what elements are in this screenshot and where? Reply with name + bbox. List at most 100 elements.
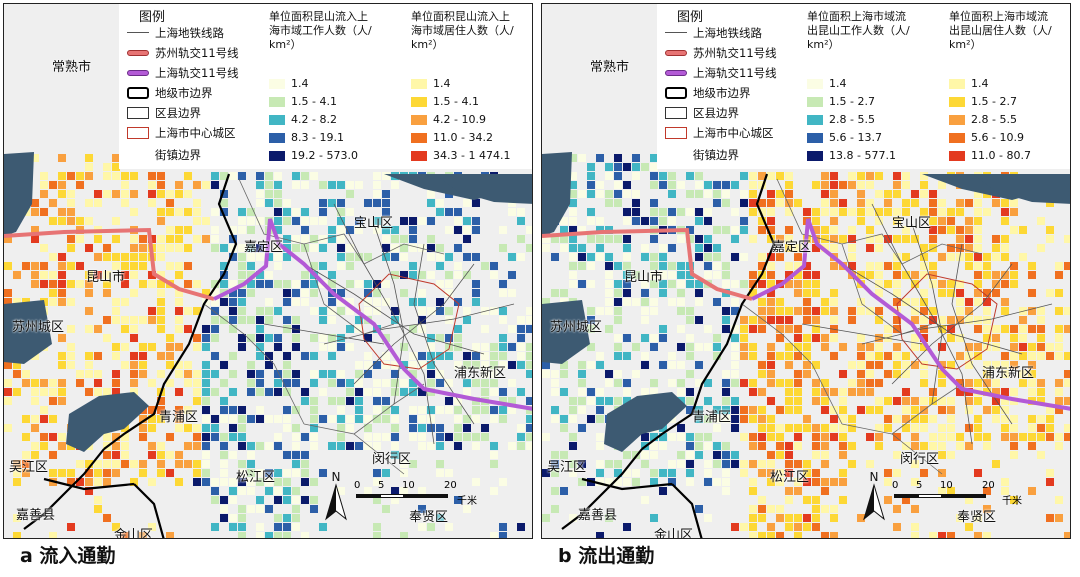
heat-cell	[740, 217, 748, 225]
heat-cell	[256, 388, 264, 396]
heat-cell	[857, 370, 865, 378]
heat-cell	[130, 334, 138, 342]
heat-cell	[490, 442, 498, 450]
heat-cell	[866, 307, 874, 315]
heat-cell	[767, 523, 775, 531]
heat-cell	[803, 307, 811, 315]
heat-cell	[508, 199, 516, 207]
class-swatch: 2.8 - 5.5	[807, 112, 875, 127]
heat-cell	[569, 415, 577, 423]
heat-cell	[1001, 352, 1009, 360]
heat-cell	[785, 235, 793, 243]
heat-cell	[211, 478, 219, 486]
place-label: 嘉善县	[578, 508, 618, 523]
heat-cell	[992, 379, 1000, 387]
heat-cell	[1010, 262, 1018, 270]
heat-cell	[992, 334, 1000, 342]
heat-cell	[382, 433, 390, 441]
heat-cell	[310, 433, 318, 441]
heat-cell	[148, 307, 156, 315]
heat-cell	[67, 343, 75, 351]
heat-cell	[893, 361, 901, 369]
heat-cell	[929, 442, 937, 450]
heat-cell	[121, 460, 129, 468]
heat-cell	[659, 244, 667, 252]
heat-cell	[58, 172, 66, 180]
heat-cell	[526, 316, 532, 324]
heat-cell	[337, 370, 345, 378]
heat-cell	[830, 334, 838, 342]
heat-cell	[722, 280, 730, 288]
heat-cell	[211, 325, 219, 333]
heat-cell	[677, 388, 685, 396]
heat-cell	[490, 343, 498, 351]
heat-cell	[812, 208, 820, 216]
heat-cell	[893, 298, 901, 306]
heat-cell	[328, 415, 336, 423]
heat-cell	[364, 307, 372, 315]
heat-cell	[605, 199, 613, 207]
heat-cell	[920, 181, 928, 189]
heat-cell	[121, 361, 129, 369]
heat-cell	[139, 235, 147, 243]
heat-cell	[1064, 370, 1070, 378]
heat-cell	[472, 352, 480, 360]
heat-cell	[623, 379, 631, 387]
heat-cell	[427, 244, 435, 252]
heat-cell	[767, 532, 775, 538]
heat-cell	[301, 496, 309, 504]
heat-cell	[337, 208, 345, 216]
heat-cell	[463, 199, 471, 207]
heat-cell	[67, 361, 75, 369]
map-panel-inflow: 常熟市 宝山区 嘉定区 昆山市 苏州城区 浦东新区 青浦区 闵行区 吴江区 松江…	[3, 3, 533, 539]
map-canvas	[4, 152, 532, 538]
heat-cell	[857, 406, 865, 414]
heat-cell	[803, 496, 811, 504]
heat-cell	[364, 442, 372, 450]
heat-cell	[965, 343, 973, 351]
heat-cell	[175, 460, 183, 468]
heat-cell	[121, 280, 129, 288]
heat-cell	[929, 190, 937, 198]
heat-cell	[803, 262, 811, 270]
heat-cell	[794, 397, 802, 405]
heat-cell	[983, 208, 991, 216]
heat-cell	[812, 424, 820, 432]
heat-cell	[58, 181, 66, 189]
heat-cell	[956, 334, 964, 342]
heat-cell	[686, 343, 694, 351]
heat-cell	[76, 235, 84, 243]
heat-cell	[184, 370, 192, 378]
heat-cell	[830, 289, 838, 297]
heat-cell	[274, 343, 282, 351]
heat-cell	[596, 181, 604, 189]
heat-cell	[641, 280, 649, 288]
heat-cell	[722, 487, 730, 495]
heat-cell	[983, 442, 991, 450]
heat-cell	[4, 262, 12, 270]
heat-cell	[659, 217, 667, 225]
heat-cell	[560, 244, 568, 252]
heat-cell	[211, 298, 219, 306]
heat-cell	[938, 343, 946, 351]
heat-cell	[785, 262, 793, 270]
heat-cell	[821, 442, 829, 450]
heat-cell	[884, 199, 892, 207]
heat-cell	[265, 253, 273, 261]
heat-cell	[677, 307, 685, 315]
water-bodies	[542, 152, 1070, 452]
heat-cell	[1001, 361, 1009, 369]
heat-cell	[992, 289, 1000, 297]
heat-cell	[812, 496, 820, 504]
heat-cell	[551, 406, 559, 414]
heat-cell	[812, 271, 820, 279]
heat-cell	[256, 379, 264, 387]
heat-cell	[148, 523, 156, 531]
heat-cell	[785, 379, 793, 387]
heat-cell	[112, 190, 120, 198]
heat-cell	[211, 289, 219, 297]
heat-cell	[1001, 406, 1009, 414]
heat-cell	[157, 271, 165, 279]
heat-cell	[605, 253, 613, 261]
heat-cell	[794, 262, 802, 270]
